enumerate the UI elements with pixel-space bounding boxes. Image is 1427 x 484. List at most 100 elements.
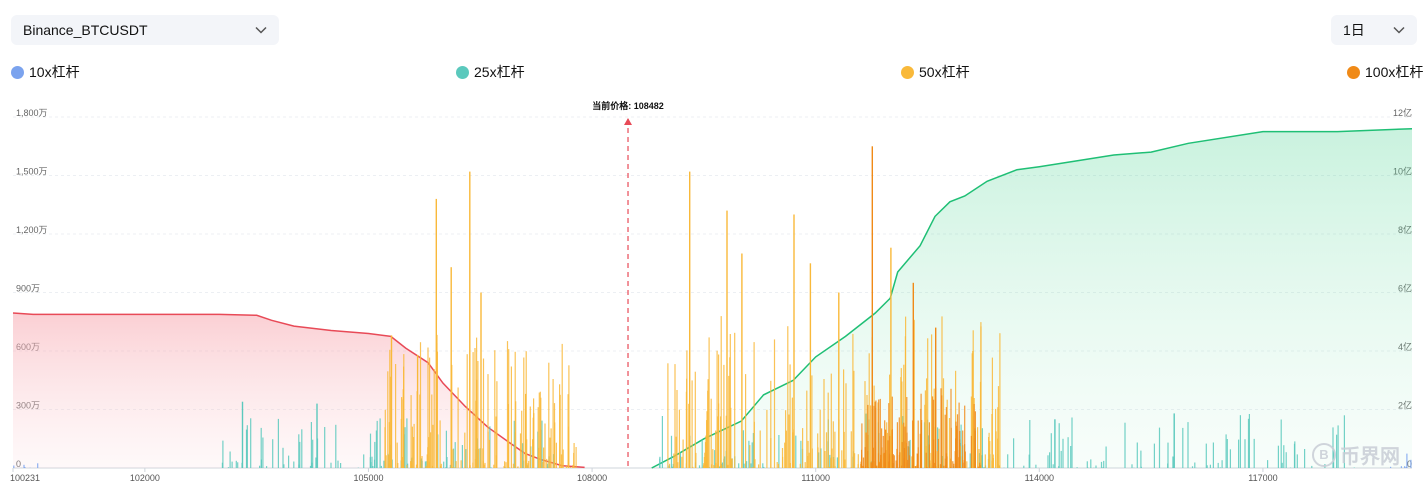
bar-50x: [706, 411, 708, 468]
x-tick-label: 108000: [577, 473, 607, 483]
bar-50x: [512, 463, 514, 468]
interval-select[interactable]: 1日: [1331, 15, 1417, 45]
bar-25x: [1247, 418, 1250, 468]
bar-50x: [784, 442, 786, 468]
legend-item-50x[interactable]: 50x杠杆: [901, 62, 970, 82]
bar-25x: [324, 427, 326, 468]
bar-50x: [930, 452, 932, 468]
bar-25x: [522, 443, 524, 468]
bar-50x: [694, 371, 696, 468]
bar-100x: [962, 430, 964, 468]
bar-50x: [482, 358, 485, 468]
legend-item-100x[interactable]: 100x杠杆: [1347, 62, 1423, 82]
bar-50x: [720, 416, 722, 468]
bar-100x: [867, 404, 869, 468]
bar-50x: [789, 364, 791, 468]
pair-select[interactable]: Binance_BTCUSDT: [11, 15, 279, 45]
bar-25x: [1062, 438, 1064, 468]
bar-100x: [889, 436, 891, 468]
bar-25x: [1277, 445, 1279, 468]
bar-50x: [552, 379, 554, 468]
bar-50x: [510, 366, 512, 468]
liquidation-bar: [912, 282, 914, 469]
y-left-tick-label: 1,800万: [16, 108, 48, 118]
bar-10x: [24, 467, 26, 468]
bar-25x: [1007, 454, 1009, 468]
bar-50x: [568, 365, 570, 468]
bar-25x: [795, 435, 797, 468]
bar-25x: [445, 467, 447, 468]
bar-25x: [454, 442, 456, 468]
bar-50x: [411, 426, 413, 468]
bar-50x: [998, 465, 1000, 468]
bar-50x: [455, 461, 457, 468]
bar-25x: [748, 440, 750, 468]
bar-50x: [559, 394, 561, 468]
bar-50x: [911, 456, 913, 468]
bar-50x: [464, 432, 466, 468]
bar-100x: [941, 395, 943, 468]
bar-50x: [970, 396, 972, 468]
bar-50x: [749, 445, 751, 468]
bar-100x: [875, 400, 877, 468]
bar-50x: [428, 437, 430, 468]
bar-25x: [1294, 441, 1296, 468]
bar-100x: [944, 414, 946, 468]
bar-50x: [708, 337, 710, 468]
bar-50x: [569, 467, 572, 468]
bar-50x: [712, 449, 714, 468]
bar-25x: [1217, 462, 1219, 468]
bar-25x: [763, 466, 765, 468]
bar-50x: [785, 430, 787, 468]
bar-50x: [493, 464, 495, 468]
bar-50x: [729, 334, 731, 468]
legend-item-25x[interactable]: 25x杠杆: [456, 62, 525, 82]
bar-50x: [553, 403, 556, 468]
x-tick-label: 100231: [10, 473, 40, 483]
bar-25x: [260, 427, 262, 468]
pair-select-value: Binance_BTCUSDT: [23, 22, 148, 38]
bar-50x: [773, 339, 776, 468]
bar-25x: [293, 461, 295, 468]
bar-10x: [1400, 466, 1402, 468]
bar-50x: [406, 464, 408, 468]
bar-50x: [728, 375, 730, 468]
bar-50x: [673, 453, 675, 468]
bar-50x: [523, 357, 525, 468]
bar-25x: [718, 467, 720, 468]
bar-25x: [1090, 459, 1092, 468]
bar-50x: [924, 390, 926, 468]
bar-50x: [452, 449, 454, 468]
bar-50x: [716, 350, 718, 468]
liquidation-bar: [390, 335, 393, 468]
bar-100x: [945, 407, 947, 468]
bar-25x: [1239, 415, 1241, 468]
bar-25x: [778, 435, 780, 468]
bar-50x: [401, 397, 403, 468]
bar-25x: [513, 420, 515, 468]
bar-25x: [312, 439, 314, 468]
bar-50x: [427, 447, 429, 468]
bar-25x: [1244, 439, 1246, 468]
bar-25x: [1103, 460, 1105, 468]
bar-25x: [262, 437, 264, 468]
bar-100x: [887, 440, 889, 468]
bar-10x: [1390, 466, 1392, 468]
liquidation-bar: [435, 198, 437, 468]
legend-item-10x[interactable]: 10x杠杆: [11, 62, 80, 82]
bar-50x: [789, 463, 791, 468]
bar-100x: [882, 435, 884, 468]
bar-50x: [419, 342, 422, 468]
bar-25x: [1023, 465, 1025, 468]
bar-25x: [1226, 439, 1228, 468]
bar-25x: [250, 418, 252, 468]
bar-50x: [723, 364, 725, 468]
bar-50x: [946, 399, 948, 468]
bar-50x: [532, 417, 534, 468]
bar-50x: [675, 436, 677, 468]
bar-50x: [691, 380, 693, 468]
watermark: B 币界网: [1312, 440, 1400, 469]
bar-10x: [37, 463, 39, 468]
bar-50x: [734, 332, 736, 468]
bar-25x: [836, 457, 838, 468]
